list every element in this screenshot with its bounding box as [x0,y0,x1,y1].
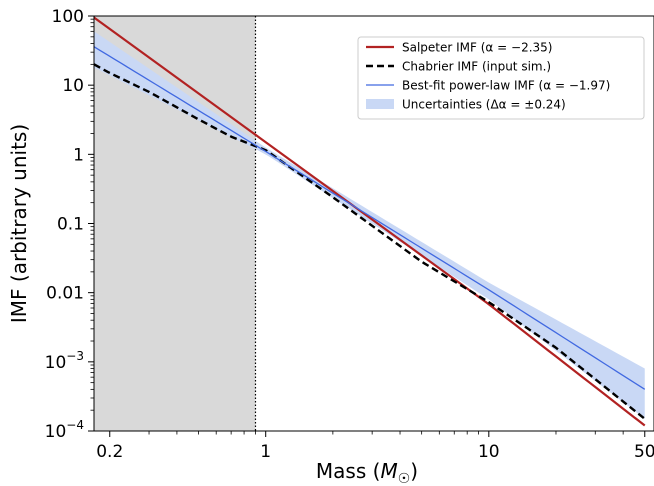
y-tick-label: 10 [62,76,84,96]
x-tick-label: 1 [260,442,271,462]
legend-patch [366,99,394,109]
legend: Salpeter IMF (α = −2.35) Chabrier IMF (in… [357,36,645,120]
series-line-2 [94,46,646,390]
y-axis-label: IMF (arbitrary units) [7,124,31,323]
plot-area [94,16,646,431]
uncertainty-band [94,31,645,419]
shaded-region [94,16,256,431]
y-tick-label: 10−3 [45,349,84,373]
x-tick-label: 0.2 [96,442,123,462]
legend-label-1: Chabrier IMF (input sim.) [402,60,551,74]
x-axis-label: Mass (M☉) [316,459,418,486]
y-tick-label: 10−4 [45,418,84,442]
legend-box [357,36,645,120]
series-line-0 [94,16,646,427]
plot-clip-group [94,16,646,431]
x-tick-label: 50 [634,442,654,462]
y-tick-label: 0.01 [46,284,84,304]
series-line-1 [94,63,646,420]
legend-label-0: Salpeter IMF (α = −2.35) [402,41,552,55]
y-tick-label: 1 [73,145,84,165]
axes: 0.2 1 10 50 100 10 1 0.1 0.01 10−3 10−4 Mass (M☉) IM… [7,7,654,486]
legend-label-3: Uncertainties (Δα = ±0.24) [402,98,566,112]
y-tick-label: 100 [52,7,84,27]
x-tick-label: 10 [478,442,500,462]
legend-label-2: Best-fit power-law IMF (α = −1.97) [402,79,610,93]
y-tick-label: 0.1 [57,215,84,235]
